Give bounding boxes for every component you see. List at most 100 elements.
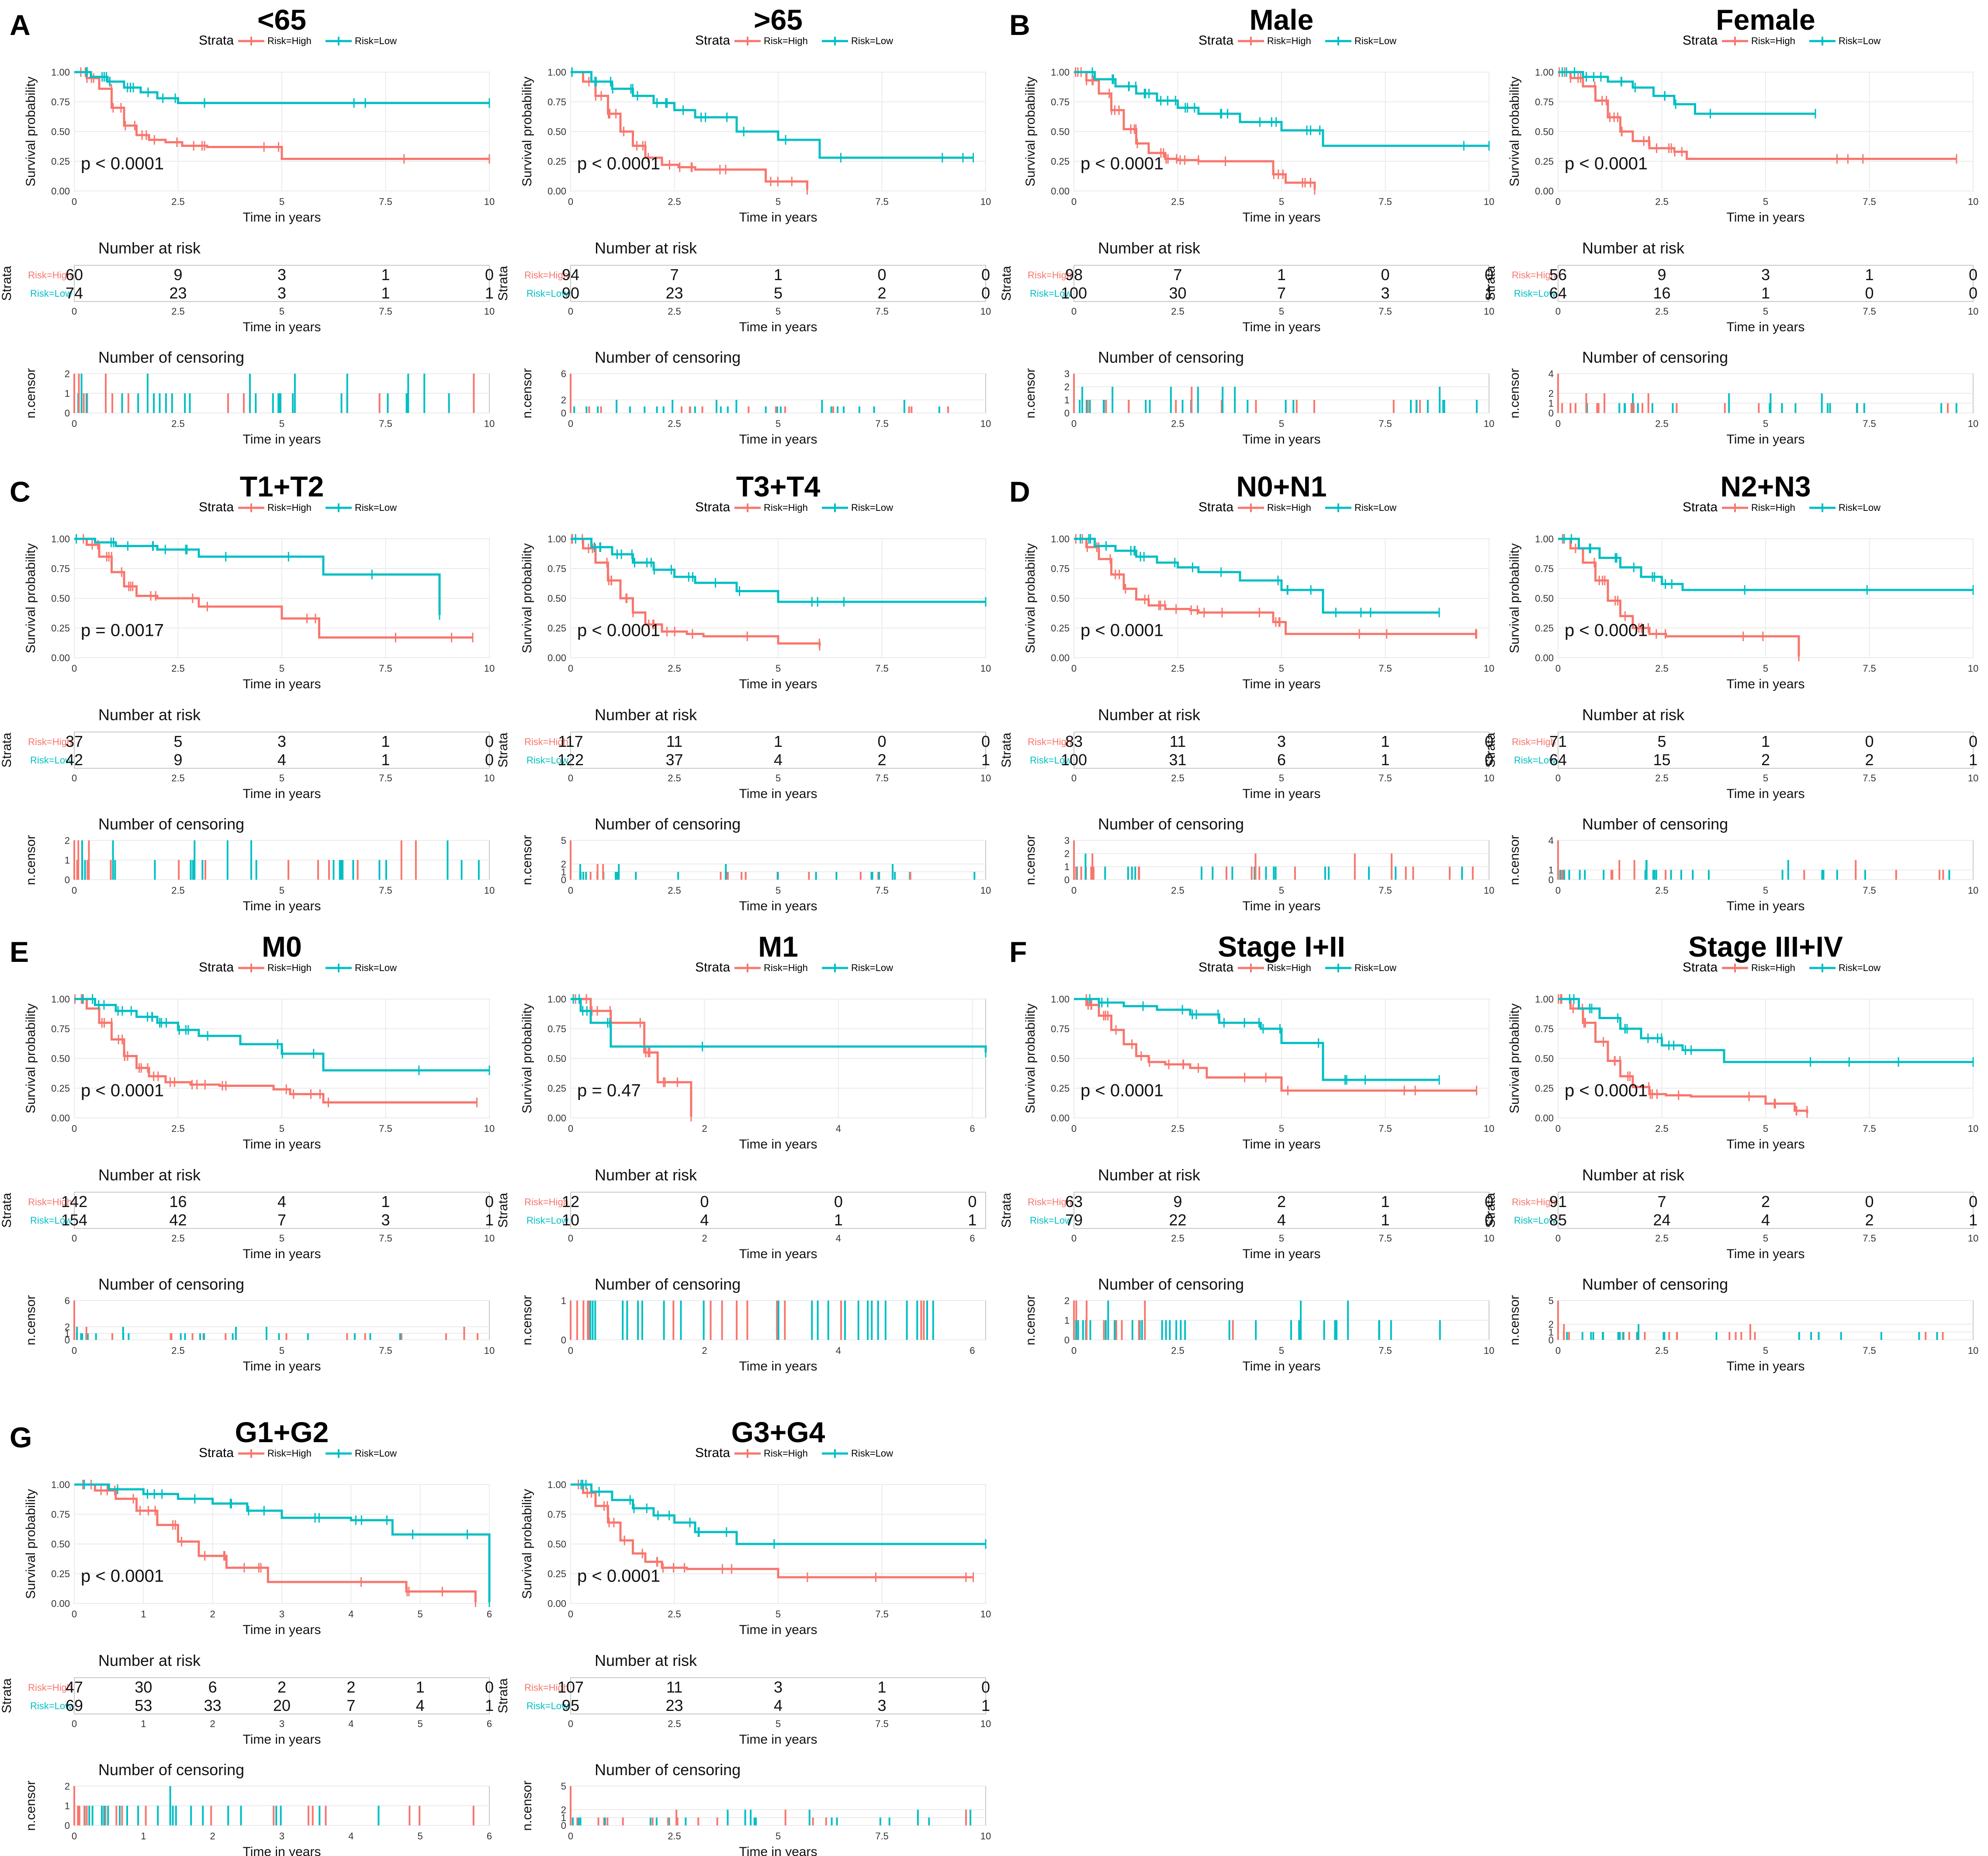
censor-y-tick-label: 0 [65,408,70,419]
risk-y-label: Strata [0,266,14,301]
risk-count-high: 0 [981,266,990,284]
censor-x-tick-label: 0 [568,1345,573,1356]
risk-count-high: 0 [981,732,990,750]
chart-title: N2+N3 [1720,470,1811,503]
legend-title: Strata [1683,500,1718,514]
risk-table-frame [74,732,490,769]
y-axis-label: Survival probability [1023,543,1038,653]
censor-x-tick-label: 0 [1555,1345,1561,1356]
risk-count-high: 11 [666,1678,682,1696]
legend-title: Strata [695,33,730,48]
y-tick-label: 0.50 [547,1539,566,1550]
y-tick-label: 0.25 [1051,156,1070,167]
censor-x-axis-label: Time in years [739,432,817,447]
risk-count-high: 142 [61,1193,87,1211]
legend-low-label: Risk=Low [1839,35,1881,46]
censor-y-label: n.censor [24,835,38,885]
censor-x-axis-label: Time in years [243,1359,321,1374]
risk-table-title: Number at risk [1582,1166,1685,1184]
x-tick-label: 0 [72,663,77,674]
y-tick-label: 1.00 [547,1479,566,1490]
risk-count-high: 7 [1173,266,1182,284]
censor-x-tick-label: 0 [72,1345,77,1356]
risk-x-tick-label: 0 [72,306,77,317]
censor-title: Number of censoring [1582,348,1728,366]
risk-row-label-low: Risk=Low [526,288,568,299]
x-tick-label: 0 [1071,663,1077,674]
legend-low-label: Risk=Low [851,962,893,973]
legend-title: Strata [199,500,234,514]
risk-count-high: 5 [173,732,182,750]
censor-x-tick-label: 5 [776,1831,781,1842]
censor-x-tick-label: 5 [1763,418,1768,429]
x-tick-label: 1 [141,1609,146,1620]
risk-count-high: 0 [485,1678,494,1696]
x-axis-label: Time in years [739,1137,817,1152]
censor-x-tick-label: 10 [1484,1345,1494,1356]
x-tick-label: 4 [836,1123,841,1134]
risk-count-low: 7 [1277,284,1286,302]
x-tick-label: 2.5 [668,1609,681,1620]
censor-x-tick-label: 0 [1071,885,1077,896]
censor-x-tick-label: 4 [348,1831,353,1842]
risk-x-tick-label: 0 [1555,306,1561,317]
censor-y-tick-label: 0 [65,1820,70,1831]
risk-count-high: 4 [277,1193,286,1211]
censor-y-label: n.censor [24,1780,38,1831]
x-tick-label: 2.5 [668,663,681,674]
risk-row-label-high: Risk=High [28,736,72,747]
risk-table-frame [1558,265,1974,302]
risk-count-high: 16 [169,1193,187,1211]
risk-row-label-high: Risk=High [28,270,72,281]
censor-y-tick-label: 2 [1548,388,1554,399]
y-tick-label: 0.50 [51,593,70,604]
x-tick-label: 0 [72,196,77,207]
risk-x-tick-label: 7.5 [1863,1233,1876,1244]
censor-y-tick-label: 0 [561,874,566,885]
x-axis-label: Time in years [243,1137,321,1152]
risk-x-tick-label: 0 [568,306,573,317]
risk-count-high: 0 [700,1193,709,1211]
risk-y-label: Strata [0,1678,14,1713]
x-axis-label: Time in years [1243,677,1321,691]
risk-x-axis-label: Time in years [1243,1247,1321,1261]
risk-row-label-high: Risk=High [524,270,568,281]
censor-y-tick-label: 1 [1548,865,1554,876]
censor-x-tick-label: 0 [1555,418,1561,429]
censor-x-tick-label: 2.5 [1655,418,1669,429]
censor-x-tick-label: 7.5 [1863,1345,1876,1356]
y-tick-label: 0.50 [51,126,70,137]
censor-x-tick-label: 10 [484,418,495,429]
censor-y-tick-label: 0 [1548,1335,1554,1346]
risk-row-label-high: Risk=High [1512,736,1556,747]
censor-x-tick-label: 7.5 [1863,885,1876,896]
censor-y-tick-label: 5 [561,1781,566,1792]
x-tick-label: 7.5 [1378,1123,1392,1134]
p-value: p < 0.0001 [1081,621,1164,640]
risk-count-high: 107 [558,1678,584,1696]
chart-title: T3+T4 [736,470,821,503]
risk-table-title: Number at risk [1098,239,1201,257]
y-tick-label: 0.75 [547,1509,566,1520]
risk-row-label-high: Risk=High [524,1197,568,1207]
risk-count-high: 91 [1549,1193,1567,1211]
y-axis-label: Survival probability [1023,1003,1038,1114]
legend-low-label: Risk=Low [1354,962,1396,973]
y-axis-label: Survival probability [520,543,534,653]
risk-table-frame [1558,1192,1974,1229]
km-panel-9: M1 Strata Risk=High Risk=Low 0.00 0.25 0.50 0.7… [496,930,987,1374]
censor-y-tick-label: 1 [1064,861,1070,872]
risk-table-frame [74,1192,490,1229]
censor-x-axis-label: Time in years [243,1845,321,1856]
risk-count-low: 64 [1549,284,1567,302]
y-tick-label: 0.25 [1535,623,1554,634]
km-panel-2: B Male Strata Risk=High Risk=Low 0.00 0.25 0.50… [999,3,1494,447]
y-tick-label: 0.50 [547,1053,566,1064]
legend-title: Strata [199,33,234,48]
censor-x-tick-label: 10 [484,1345,495,1356]
x-tick-label: 2.5 [1171,196,1184,207]
y-axis-label: Survival probability [24,76,38,187]
x-tick-label: 5 [776,196,781,207]
